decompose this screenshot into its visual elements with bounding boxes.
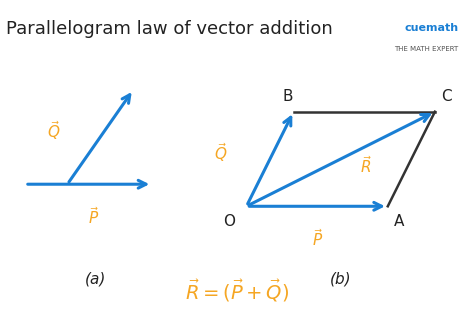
Text: cuemath: cuemath <box>404 24 458 33</box>
Text: $\vec{P}$: $\vec{P}$ <box>88 206 99 227</box>
Text: $\vec{P}$: $\vec{P}$ <box>311 228 323 249</box>
Text: A: A <box>394 214 404 229</box>
Text: $\vec{Q}$: $\vec{Q}$ <box>46 119 60 142</box>
Text: (b): (b) <box>330 271 352 286</box>
Text: Parallelogram law of vector addition: Parallelogram law of vector addition <box>6 20 333 38</box>
Text: $\vec{R} = (\vec{P} + \vec{Q})$: $\vec{R} = (\vec{P} + \vec{Q})$ <box>185 278 289 304</box>
Text: (a): (a) <box>85 271 106 286</box>
Text: $\vec{Q}$: $\vec{Q}$ <box>214 141 228 164</box>
Text: C: C <box>441 89 451 104</box>
Text: $\vec{R}$: $\vec{R}$ <box>359 155 372 176</box>
Text: O: O <box>223 214 235 229</box>
Text: THE MATH EXPERT: THE MATH EXPERT <box>394 45 458 52</box>
Text: B: B <box>283 89 293 104</box>
